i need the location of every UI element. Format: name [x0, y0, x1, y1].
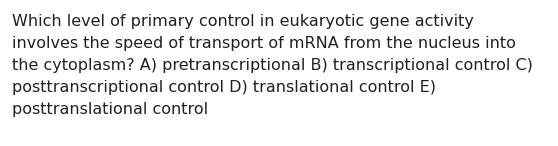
Text: posttranslational control: posttranslational control [12, 102, 208, 117]
Text: involves the speed of transport of mRNA from the nucleus into: involves the speed of transport of mRNA … [12, 36, 516, 51]
Text: the cytoplasm? A) pretranscriptional B) transcriptional control C): the cytoplasm? A) pretranscriptional B) … [12, 58, 533, 73]
Text: Which level of primary control in eukaryotic gene activity: Which level of primary control in eukary… [12, 14, 474, 29]
Text: posttranscriptional control D) translational control E): posttranscriptional control D) translati… [12, 80, 436, 95]
